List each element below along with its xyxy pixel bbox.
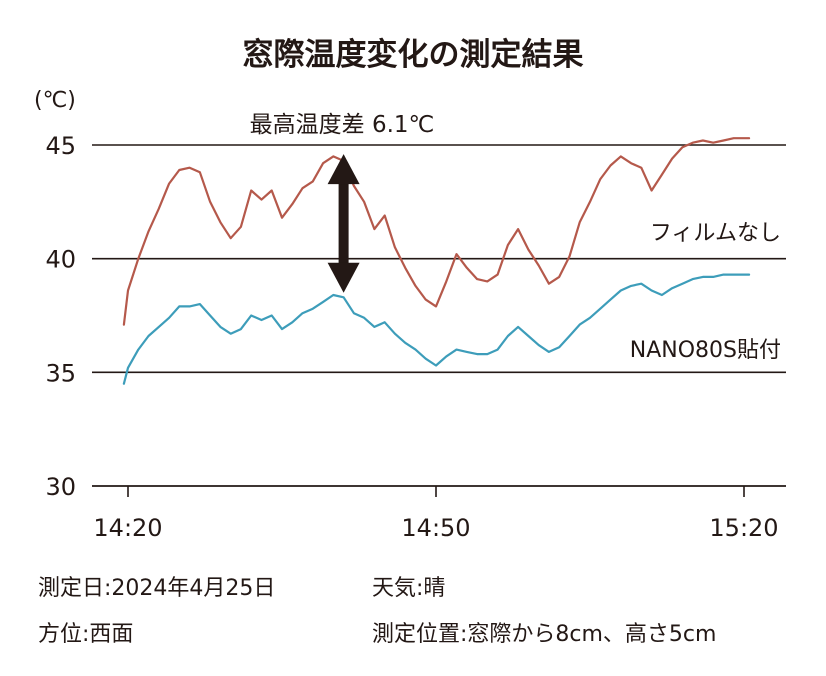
y-tick-label-45: 45 bbox=[45, 132, 76, 160]
annotation-label: 最高温度差 6.1℃ bbox=[250, 112, 435, 138]
y-tick-labels: 30 35 40 45 bbox=[45, 132, 76, 501]
difference-arrow bbox=[327, 154, 360, 293]
arrow-head-up bbox=[327, 154, 360, 185]
footer-position: 測定位置:窓際から8cm、高さ5cm bbox=[372, 622, 717, 647]
series-label-nano80s: NANO80S貼付 bbox=[630, 338, 781, 363]
x-tick-labels: 14:20 14:50 15:20 bbox=[93, 514, 778, 542]
arrow-shaft bbox=[338, 183, 349, 264]
series-lines bbox=[122, 137, 751, 385]
series-line-0 bbox=[122, 137, 751, 326]
series-label-no-film: フィルムなし bbox=[650, 221, 781, 246]
x-tick-label-1: 14:50 bbox=[401, 514, 470, 542]
y-tick-label-30: 30 bbox=[45, 473, 76, 501]
x-tick-label-2: 15:20 bbox=[709, 514, 778, 542]
gridlines bbox=[92, 144, 786, 374]
footer-direction: 方位:西面 bbox=[38, 622, 134, 647]
chart-title: 窓際温度変化の測定結果 bbox=[243, 37, 584, 73]
y-unit-label: (℃) bbox=[34, 88, 76, 113]
x-axis bbox=[92, 485, 786, 497]
y-tick-label-35: 35 bbox=[45, 359, 76, 387]
footer-date: 測定日:2024年4月25日 bbox=[38, 576, 276, 601]
arrow-head-down bbox=[327, 262, 360, 293]
x-tick-label-0: 14:20 bbox=[93, 514, 162, 542]
y-tick-label-40: 40 bbox=[45, 246, 76, 274]
series-line-1 bbox=[122, 273, 751, 385]
footer-weather: 天気:晴 bbox=[372, 576, 446, 601]
